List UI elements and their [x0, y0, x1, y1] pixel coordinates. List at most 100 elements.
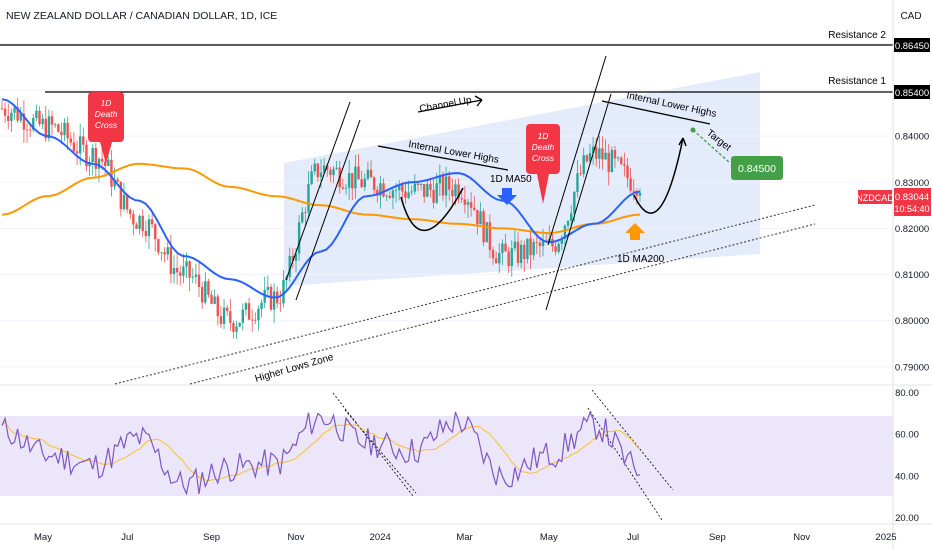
candle [235, 320, 238, 339]
candle [28, 123, 32, 138]
candle [132, 210, 135, 236]
candle [85, 140, 88, 172]
channel-up-arrowhead [474, 95, 483, 107]
candle [519, 240, 523, 269]
candle [238, 322, 241, 328]
candle [557, 241, 560, 254]
channel-line-1b[interactable] [295, 119, 361, 301]
time-tick-label: May [34, 532, 52, 543]
internal-lower-highs-line-1[interactable] [377, 145, 509, 171]
current-price-tag [894, 188, 931, 216]
candle [488, 214, 492, 259]
time-tick-label: 2024 [370, 532, 391, 543]
death-cross-marker-1[interactable] [88, 92, 124, 164]
candle [304, 207, 307, 226]
channel-line-2a[interactable] [547, 55, 607, 246]
candle [460, 191, 463, 203]
rsi-ma-line[interactable] [1, 421, 641, 482]
candle [310, 165, 313, 186]
candle [57, 123, 60, 133]
candle [41, 113, 44, 130]
candle [432, 179, 435, 209]
candle [154, 223, 157, 252]
candle [122, 183, 126, 212]
candle [250, 309, 254, 332]
candle [125, 194, 129, 214]
candle [416, 182, 420, 192]
time-axis[interactable]: May Jul Sep Nov 2024 Mar May Jul Sep Nov 2025 [34, 532, 897, 543]
candle [313, 158, 316, 175]
ma50-down-arrow-icon [497, 188, 517, 205]
candle [516, 232, 520, 267]
candle [382, 178, 385, 198]
candle [129, 208, 132, 220]
candle [53, 122, 57, 128]
candle [157, 238, 160, 256]
ma50-line[interactable] [1, 98, 641, 299]
candle [532, 239, 535, 261]
candle [10, 108, 13, 132]
candle [401, 181, 404, 203]
ma200-label: 1D MA200 [617, 254, 665, 265]
symbol-tag [858, 190, 892, 204]
candle [97, 157, 101, 183]
candle [141, 209, 144, 237]
price-tick-label: 0.82000 [895, 224, 929, 235]
candle [266, 275, 270, 296]
candle [332, 165, 335, 184]
candle [307, 171, 310, 219]
candle [179, 265, 182, 286]
candle [451, 178, 454, 205]
candle [466, 198, 470, 218]
higher-lows-line-upper[interactable] [114, 204, 816, 385]
candle [391, 186, 395, 210]
countdown: 10:54:40 [894, 204, 929, 214]
candle [457, 178, 460, 204]
candle [529, 227, 532, 269]
candle [513, 229, 517, 252]
candle [329, 166, 332, 183]
price-tick-label: 0.83000 [895, 178, 929, 189]
candle [582, 147, 585, 178]
channel-line-2b[interactable] [545, 93, 612, 311]
candle [279, 290, 282, 312]
internal-lower-highs-line-2[interactable] [601, 100, 711, 125]
candle [632, 179, 635, 201]
candle [94, 143, 98, 177]
candle [188, 260, 191, 292]
target-value-badge[interactable] [731, 156, 783, 180]
candle [60, 122, 63, 145]
death-cross-1-line2: Death [95, 109, 118, 119]
projection-arc [633, 137, 684, 214]
target-value-text: 0.84500 [738, 163, 776, 175]
rsi-line[interactable] [1, 410, 641, 496]
rsi-axis[interactable]: 80.00 60.00 40.00 20.00 [895, 388, 919, 524]
candle [247, 297, 251, 321]
candle [200, 281, 204, 309]
candle [272, 283, 276, 323]
candle [560, 235, 564, 251]
higher-lows-line-lower[interactable] [189, 223, 816, 385]
candle [66, 116, 69, 150]
candle [25, 123, 29, 143]
resistance-1-price-tag [894, 85, 930, 99]
channel-line-1a[interactable] [285, 101, 351, 281]
candle [244, 301, 248, 316]
candle [107, 156, 110, 167]
candle [579, 164, 582, 177]
candle [22, 100, 26, 143]
candle [75, 140, 79, 166]
time-tick-label: Mar [456, 532, 472, 543]
candle [347, 159, 351, 200]
candle [191, 267, 194, 284]
death-cross-marker-2[interactable] [526, 124, 560, 204]
candle [166, 239, 169, 261]
price-tick-label: 0.84000 [895, 132, 929, 143]
time-tick-label: May [540, 532, 558, 543]
target-line[interactable] [692, 129, 731, 164]
candle [172, 255, 176, 284]
candle [404, 182, 407, 204]
candle [219, 306, 223, 329]
